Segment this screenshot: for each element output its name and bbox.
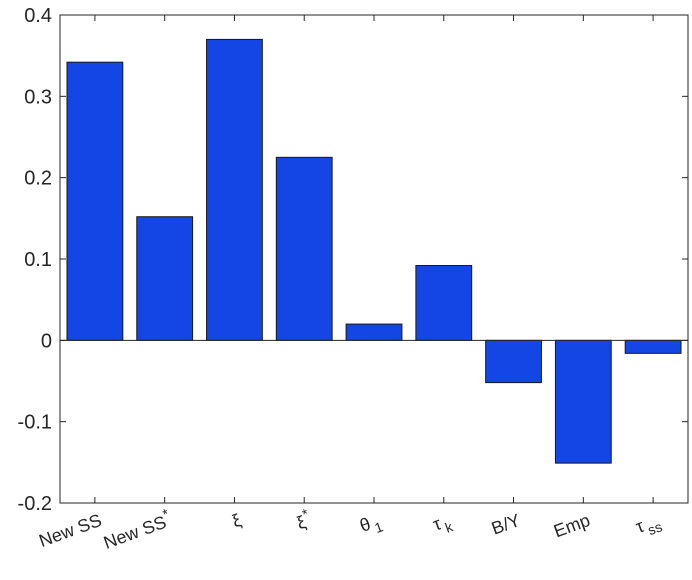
bar bbox=[66, 61, 124, 341]
x-tick-label: ξ bbox=[229, 510, 243, 532]
x-tick-label: New SS bbox=[36, 510, 104, 551]
y-ticks-group: -0.2 -0.1 0 0.1 0.2 0.3 0.4 bbox=[18, 5, 688, 515]
y-tick-label: 0 bbox=[41, 330, 52, 352]
y-tick-label: 0.4 bbox=[24, 5, 52, 27]
x-tick-label: θ1 bbox=[357, 510, 385, 541]
bars-group bbox=[66, 38, 682, 464]
y-tick-label: 0.1 bbox=[24, 249, 52, 271]
bar bbox=[136, 216, 194, 341]
bar bbox=[624, 339, 682, 354]
x-tick-label: B/Y bbox=[489, 510, 523, 539]
y-tick-label: -0.1 bbox=[18, 412, 52, 434]
x-tick-label: Emp bbox=[551, 510, 593, 541]
x-tick-label: New SS* bbox=[99, 505, 174, 553]
x-tick-label: τss bbox=[633, 510, 664, 542]
y-tick-label: -0.2 bbox=[18, 493, 52, 515]
bar bbox=[485, 339, 542, 384]
y-tick-label: 0.3 bbox=[24, 86, 52, 108]
bar bbox=[554, 339, 612, 464]
bar bbox=[275, 156, 333, 341]
x-tick-label: ξ* bbox=[292, 505, 314, 533]
bar bbox=[345, 323, 403, 341]
y-tick-label: 0.2 bbox=[24, 168, 52, 190]
bar bbox=[206, 38, 263, 341]
bar bbox=[415, 265, 473, 341]
x-tick-label: τk bbox=[430, 510, 456, 540]
